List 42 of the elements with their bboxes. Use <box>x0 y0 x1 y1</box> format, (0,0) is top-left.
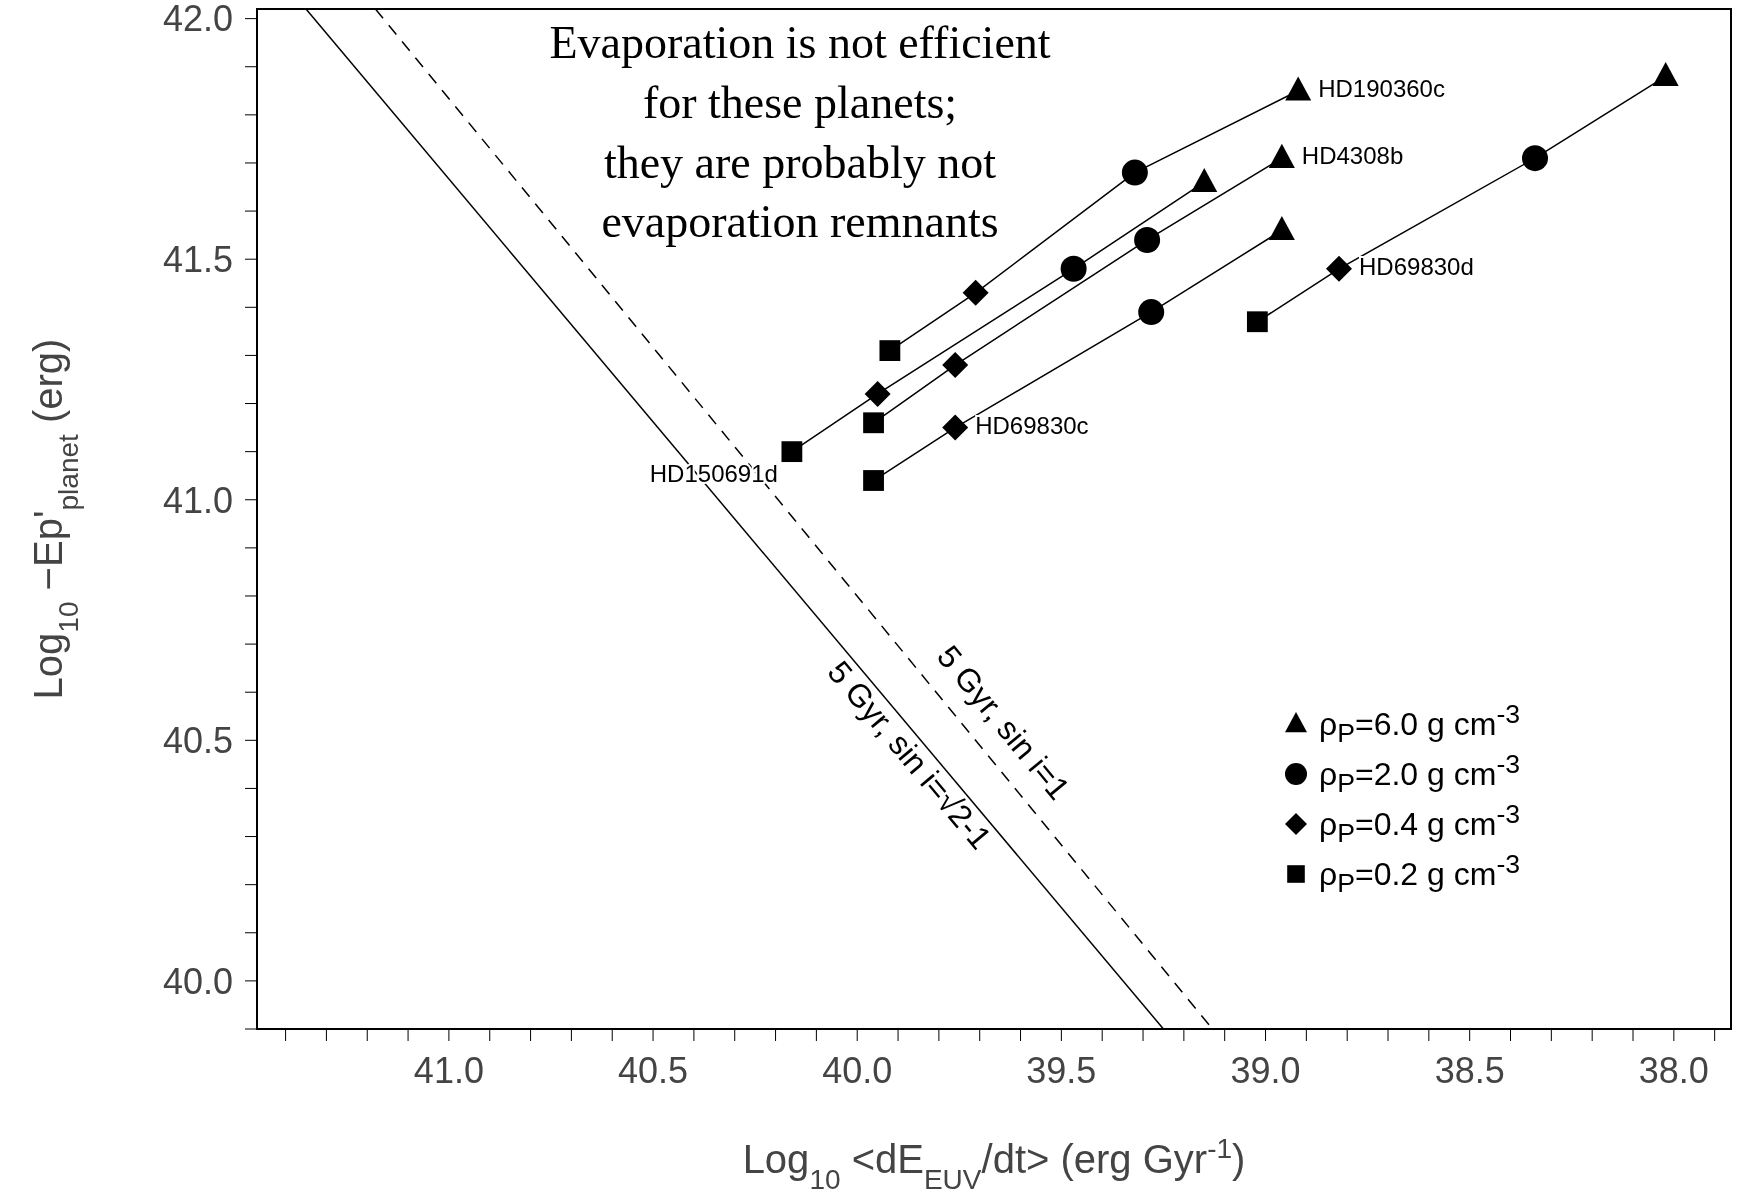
y-tick-label: 41.0 <box>162 479 233 521</box>
legend-label: ρ$_{P}$=6.0 g cm$^{-3}$ <box>1319 698 1521 750</box>
legend-label: ρ$_{P}$=2.0 g cm$^{-3}$ <box>1319 748 1521 800</box>
point <box>942 352 969 379</box>
x-tick-label: 39.5 <box>1026 1049 1097 1091</box>
point <box>1134 226 1161 253</box>
point <box>863 470 884 491</box>
x-tick-label: 40.0 <box>822 1049 893 1091</box>
point <box>1268 216 1295 241</box>
y-tick-label: 42.0 <box>162 0 233 40</box>
point <box>1191 167 1218 192</box>
annotation: Evaporation is not efficient for these planets; they are probably not evaporation remnants <box>549 17 1051 248</box>
point <box>879 340 901 361</box>
annotation: HD4308b <box>1301 142 1404 170</box>
annotation: HD69830c <box>975 411 1089 439</box>
x-tick-label: 39.0 <box>1230 1049 1301 1091</box>
x-tick-label: 40.5 <box>618 1049 689 1091</box>
legend-label: ρ$_{P}$=0.2 g cm$^{-3}$ <box>1319 848 1521 900</box>
point <box>1522 145 1549 172</box>
legend-label: ρ$_{P}$=0.4 g cm$^{-3}$ <box>1319 798 1521 850</box>
point <box>863 412 884 434</box>
annotation: HD69830d <box>1359 253 1474 281</box>
point <box>781 441 803 463</box>
y-tick-label: 40.5 <box>162 720 233 762</box>
x-tick-label: 41.0 <box>413 1049 484 1091</box>
point <box>1285 76 1312 101</box>
x-axis-title: Log$_{10}$ <dE$_{EUV}$/dt> (erg Gyr$^{-1}$) <box>742 1132 1246 1195</box>
y-tick-label: 41.5 <box>162 238 233 280</box>
point <box>1652 62 1679 87</box>
point <box>1268 143 1295 168</box>
point <box>942 414 969 441</box>
x-tick-label: 38.0 <box>1638 1049 1709 1091</box>
point <box>962 279 989 306</box>
point <box>1060 255 1087 282</box>
point <box>864 380 891 407</box>
point <box>1121 159 1148 186</box>
annotation: HD190360c <box>1318 75 1445 103</box>
point <box>1326 255 1353 282</box>
y-tick-label: 40.0 <box>162 960 233 1002</box>
point <box>1138 299 1165 326</box>
point <box>1246 311 1268 333</box>
x-tick-label: 38.5 <box>1434 1049 1505 1091</box>
